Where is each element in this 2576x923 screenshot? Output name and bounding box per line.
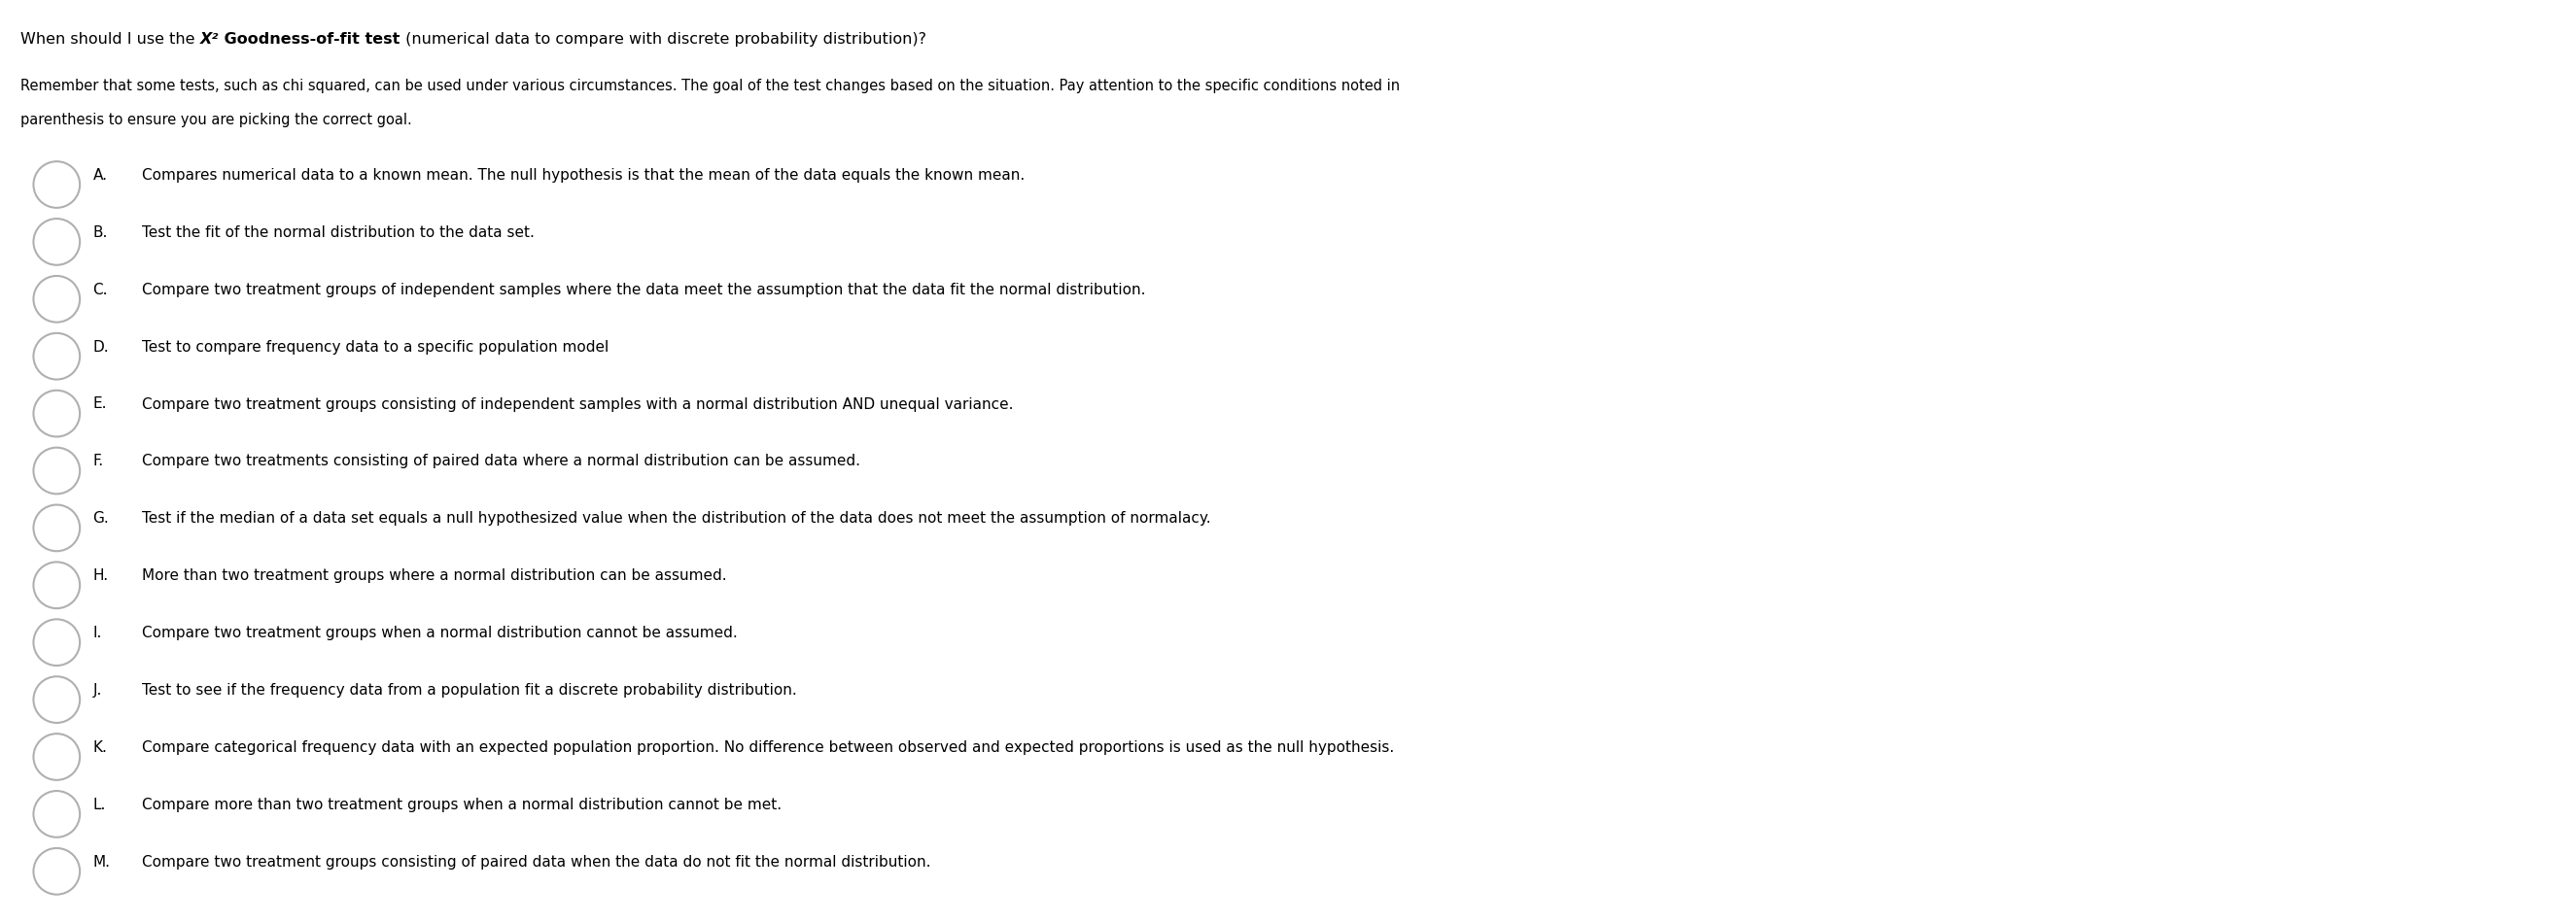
Text: B.: B. xyxy=(93,225,108,240)
Text: X²: X² xyxy=(201,32,219,47)
Text: When should I use the: When should I use the xyxy=(21,32,201,47)
Text: M.: M. xyxy=(93,855,111,869)
Text: Remember that some tests, such as chi squared, can be used under various circums: Remember that some tests, such as chi sq… xyxy=(21,78,1401,93)
Text: L.: L. xyxy=(93,797,106,812)
Text: More than two treatment groups where a normal distribution can be assumed.: More than two treatment groups where a n… xyxy=(142,569,726,583)
Text: Compare two treatment groups consisting of paired data when the data do not fit : Compare two treatment groups consisting … xyxy=(142,855,930,869)
Text: Compare more than two treatment groups when a normal distribution cannot be met.: Compare more than two treatment groups w… xyxy=(142,797,781,812)
Text: G.: G. xyxy=(93,511,108,526)
Text: Compares numerical data to a known mean. The null hypothesis is that the mean of: Compares numerical data to a known mean.… xyxy=(142,168,1025,183)
Text: Compare categorical frequency data with an expected population proportion. No di: Compare categorical frequency data with … xyxy=(142,740,1394,755)
Text: F.: F. xyxy=(93,454,103,469)
Text: Compare two treatment groups when a normal distribution cannot be assumed.: Compare two treatment groups when a norm… xyxy=(142,626,737,641)
Text: D.: D. xyxy=(93,340,108,354)
Text: Test the fit of the normal distribution to the data set.: Test the fit of the normal distribution … xyxy=(142,225,533,240)
Text: parenthesis to ensure you are picking the correct goal.: parenthesis to ensure you are picking th… xyxy=(21,113,412,127)
Text: Test to compare frequency data to a specific population model: Test to compare frequency data to a spec… xyxy=(142,340,608,354)
Text: A.: A. xyxy=(93,168,108,183)
Text: K.: K. xyxy=(93,740,108,755)
Text: I.: I. xyxy=(93,626,103,641)
Text: Test if the median of a data set equals a null hypothesized value when the distr: Test if the median of a data set equals … xyxy=(142,511,1211,526)
Text: C.: C. xyxy=(93,282,108,297)
Text: J.: J. xyxy=(93,683,103,698)
Text: Compare two treatments consisting of paired data where a normal distribution can: Compare two treatments consisting of pai… xyxy=(142,454,860,469)
Text: E.: E. xyxy=(93,397,106,412)
Text: Test to see if the frequency data from a population fit a discrete probability d: Test to see if the frequency data from a… xyxy=(142,683,796,698)
Text: H.: H. xyxy=(93,569,108,583)
Text: Compare two treatment groups of independent samples where the data meet the assu: Compare two treatment groups of independ… xyxy=(142,282,1146,297)
Text: Goodness-of-fit test: Goodness-of-fit test xyxy=(219,32,399,47)
Text: Compare two treatment groups consisting of independent samples with a normal dis: Compare two treatment groups consisting … xyxy=(142,397,1012,412)
Text: (numerical data to compare with discrete probability distribution)?: (numerical data to compare with discrete… xyxy=(399,32,925,47)
